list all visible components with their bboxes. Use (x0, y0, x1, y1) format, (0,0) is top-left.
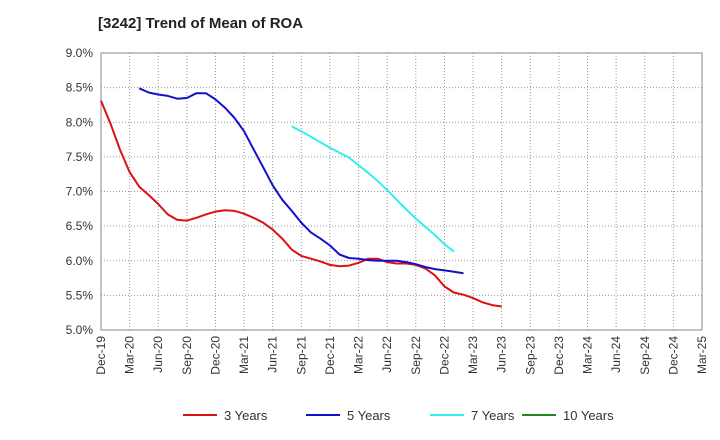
y-tick-label: 8.0% (66, 115, 94, 129)
x-tick-label: Mar-21 (237, 336, 251, 374)
x-tick-label: Jun-22 (380, 336, 394, 373)
series-line-3-years (100, 100, 502, 308)
x-tick-label: Jun-24 (609, 336, 623, 373)
x-tick-label: Dec-22 (437, 336, 451, 375)
y-tick-label: 5.5% (66, 288, 94, 302)
x-tick-label: Sep-20 (180, 336, 194, 375)
x-tick-label: Mar-25 (695, 336, 709, 374)
y-tick-label: 8.5% (66, 81, 94, 95)
x-tick-label: Mar-22 (352, 336, 366, 374)
series-layer (100, 87, 502, 308)
x-tick-label: Dec-23 (552, 336, 566, 375)
plot-area (100, 52, 703, 331)
x-tick-label: Jun-23 (495, 336, 509, 373)
y-tick-label: 7.5% (66, 150, 94, 164)
x-axis: Dec-19 Mar-20 Jun-20 Sep-20 Dec-20 Mar-21 Jun-… (94, 336, 709, 375)
x-tick-label: Mar-20 (123, 336, 137, 374)
x-tick-label: Sep-22 (409, 336, 423, 375)
y-tick-label: 6.5% (66, 219, 94, 233)
x-tick-label: Mar-24 (581, 336, 595, 374)
x-tick-label: Jun-21 (266, 336, 280, 373)
x-tick-label: Dec-20 (208, 336, 222, 375)
x-tick-label: Sep-21 (294, 336, 308, 375)
x-tick-label: Dec-24 (666, 336, 680, 375)
plot-border (100, 52, 703, 331)
x-tick-label: Sep-24 (638, 336, 652, 375)
series-line-7-years (291, 125, 455, 253)
legend-label-5-years: 5 Years (347, 408, 391, 423)
y-axis: 5.0% 5.5% 6.0% 6.5% 7.0% 7.5% 8.0% 8.5% 9.0% (66, 46, 94, 337)
legend-label-7-years: 7 Years (471, 408, 515, 423)
y-tick-label: 7.0% (66, 185, 94, 199)
y-tick-label: 6.0% (66, 254, 94, 268)
legend-label-3-years: 3 Years (224, 408, 268, 423)
x-tick-label: Mar-23 (466, 336, 480, 374)
x-tick-label: Jun-20 (151, 336, 165, 373)
series-line-5-years (138, 87, 464, 275)
y-tick-label: 5.0% (66, 323, 94, 337)
chart-title: [3242] Trend of Mean of ROA (98, 15, 303, 32)
x-tick-label: Sep-23 (523, 336, 537, 375)
x-tick-label: Dec-21 (323, 336, 337, 375)
legend-label-10-years: 10 Years (563, 408, 614, 423)
x-tick-label: Dec-19 (94, 336, 108, 375)
y-tick-label: 9.0% (66, 46, 94, 60)
legend: 3 Years 5 Years 7 Years 10 Years (183, 408, 614, 423)
